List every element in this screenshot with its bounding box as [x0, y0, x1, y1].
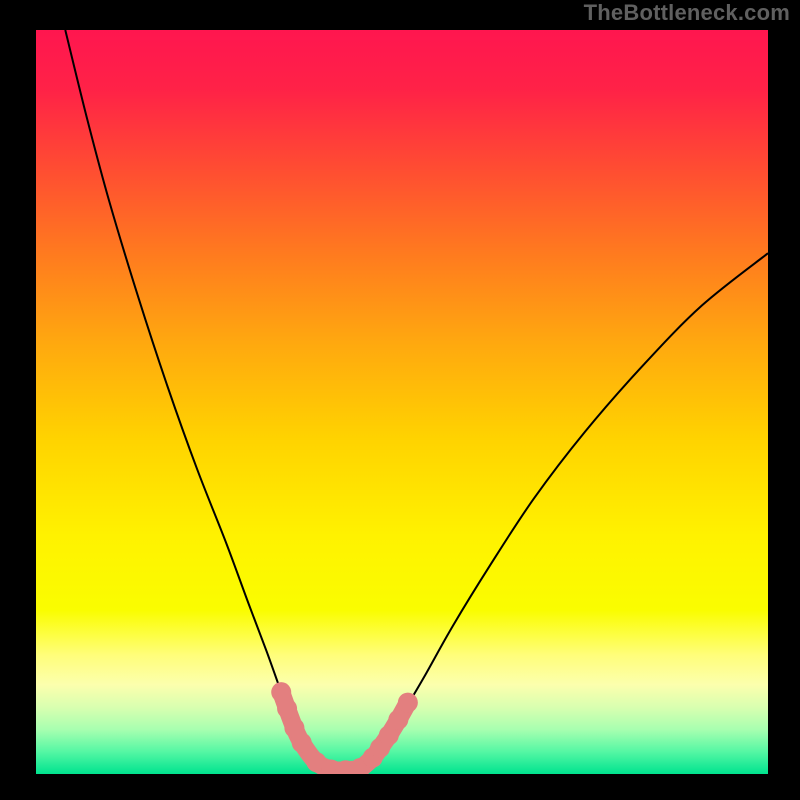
plot-area — [36, 30, 768, 774]
chart-svg — [36, 30, 768, 774]
bottleneck-curve — [65, 30, 768, 771]
marker-dot — [277, 699, 297, 719]
watermark-text: TheBottleneck.com — [584, 0, 790, 26]
marker-dot — [292, 733, 312, 753]
chart-container: TheBottleneck.com — [0, 0, 800, 800]
marker-dot — [388, 710, 408, 730]
marker-dot — [398, 693, 418, 713]
